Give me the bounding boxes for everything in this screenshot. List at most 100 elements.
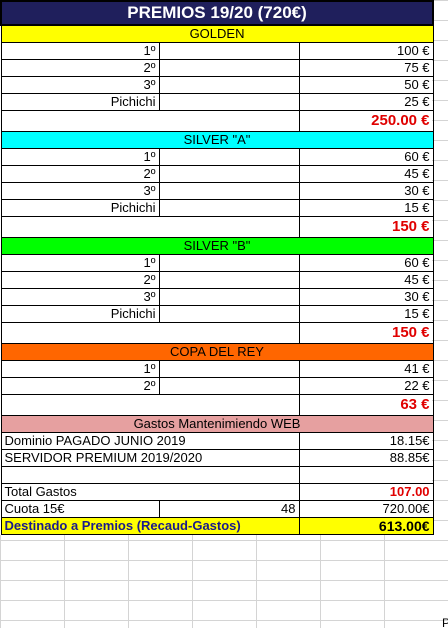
section-total-copa[interactable]: 63 € [298, 394, 434, 416]
empty-cell[interactable] [0, 466, 300, 484]
amount-cell[interactable]: 100 € [298, 42, 434, 60]
section-total-golden[interactable]: 250.00 € [298, 110, 434, 132]
cuota-label[interactable]: Cuota 15€ [0, 500, 160, 518]
place-cell[interactable]: 2º [0, 271, 160, 289]
empty-cell[interactable] [158, 42, 300, 60]
section-header-copa[interactable]: COPA DEL REY [0, 343, 434, 361]
table-row: 2º 22 € [0, 377, 434, 395]
empty-cell[interactable] [158, 148, 300, 166]
table-row: 3º 30 € [0, 288, 434, 306]
place-cell[interactable]: 1º [0, 360, 160, 378]
section-header-row: GOLDEN [0, 24, 434, 43]
section-total-row: 150 € [0, 216, 434, 238]
empty-cell[interactable] [158, 59, 300, 77]
prize-grid: PREMIOS 19/20 (720€) GOLDEN 1º 100 € 2º … [0, 0, 435, 535]
place-cell[interactable]: 3º [0, 76, 160, 94]
table-row: SERVIDOR PREMIUM 2019/2020 88.85€ [0, 449, 434, 467]
table-row: 1º 100 € [0, 42, 434, 60]
amount-cell[interactable]: 30 € [298, 288, 434, 306]
amount-cell[interactable]: 22 € [298, 377, 434, 395]
section-header-silver-b[interactable]: SILVER "B" [0, 237, 434, 255]
table-row [0, 466, 434, 484]
page-title[interactable]: PREMIOS 19/20 (720€) [0, 0, 435, 26]
empty-cell[interactable] [158, 305, 300, 323]
amount-cell[interactable]: 45 € [298, 165, 434, 183]
table-row: Pichichi 25 € [0, 93, 434, 111]
table-row: Dominio PAGADO JUNIO 2019 18.15€ [0, 432, 434, 450]
table-row: 2º 45 € [0, 165, 434, 183]
total-gastos-value[interactable]: 107.00 [298, 483, 434, 501]
table-row: 1º 60 € [0, 148, 434, 166]
empty-cell[interactable] [158, 182, 300, 200]
table-row: 3º 50 € [0, 76, 434, 94]
section-header-row: SILVER "A" [0, 131, 434, 149]
place-cell[interactable]: 2º [0, 59, 160, 77]
amount-cell[interactable]: 75 € [298, 59, 434, 77]
place-cell[interactable]: 1º [0, 254, 160, 272]
empty-cell[interactable] [158, 165, 300, 183]
section-header-gastos[interactable]: Gastos Mantenimiendo WEB [0, 415, 434, 433]
amount-cell[interactable]: 25 € [298, 93, 434, 111]
empty-cell[interactable] [158, 271, 300, 289]
empty-cell[interactable] [0, 110, 300, 132]
empty-cell[interactable] [158, 360, 300, 378]
expense-amount[interactable]: 18.15€ [298, 432, 434, 450]
final-value[interactable]: 613.00€ [298, 517, 434, 535]
prize-table: PREMIOS 19/20 (720€) GOLDEN 1º 100 € 2º … [0, 0, 435, 535]
table-row: Cuota 15€ 48 720.00€ [0, 500, 434, 518]
section-header-golden[interactable]: GOLDEN [0, 24, 434, 43]
table-row: 3º 30 € [0, 182, 434, 200]
final-row: Destinado a Premios (Recaud-Gastos) 613.… [0, 517, 434, 535]
table-row: 1º 41 € [0, 360, 434, 378]
table-row: 2º 45 € [0, 271, 434, 289]
empty-cell[interactable] [158, 93, 300, 111]
table-row: 1º 60 € [0, 254, 434, 272]
place-cell[interactable]: 3º [0, 288, 160, 306]
edge-cell-text: P [441, 616, 448, 630]
title-row: PREMIOS 19/20 (720€) [0, 0, 435, 26]
final-label[interactable]: Destinado a Premios (Recaud-Gastos) [0, 517, 300, 535]
empty-cell[interactable] [158, 76, 300, 94]
empty-cell[interactable] [158, 288, 300, 306]
cuota-count[interactable]: 48 [158, 500, 300, 518]
expense-amount[interactable]: 88.85€ [298, 449, 434, 467]
amount-cell[interactable]: 60 € [298, 254, 434, 272]
table-row: 2º 75 € [0, 59, 434, 77]
amount-cell[interactable]: 15 € [298, 199, 434, 217]
amount-cell[interactable]: 50 € [298, 76, 434, 94]
table-row: Pichichi 15 € [0, 199, 434, 217]
section-header-row: COPA DEL REY [0, 343, 434, 361]
place-cell[interactable]: 1º [0, 148, 160, 166]
section-total-silver-b[interactable]: 150 € [298, 322, 434, 344]
place-cell[interactable]: Pichichi [0, 199, 160, 217]
amount-cell[interactable]: 45 € [298, 271, 434, 289]
section-total-row: 150 € [0, 322, 434, 344]
section-total-row: 250.00 € [0, 110, 434, 132]
place-cell[interactable]: Pichichi [0, 305, 160, 323]
expense-label[interactable]: Dominio PAGADO JUNIO 2019 [0, 432, 300, 450]
empty-cell[interactable] [158, 377, 300, 395]
amount-cell[interactable]: 41 € [298, 360, 434, 378]
place-cell[interactable]: 1º [0, 42, 160, 60]
place-cell[interactable]: 3º [0, 182, 160, 200]
amount-cell[interactable]: 60 € [298, 148, 434, 166]
section-total-silver-a[interactable]: 150 € [298, 216, 434, 238]
amount-cell[interactable]: 30 € [298, 182, 434, 200]
empty-cell[interactable] [158, 199, 300, 217]
cuota-value[interactable]: 720.00€ [298, 500, 434, 518]
section-total-row: 63 € [0, 394, 434, 416]
total-gastos-label[interactable]: Total Gastos [0, 483, 300, 501]
amount-cell[interactable]: 15 € [298, 305, 434, 323]
section-header-silver-a[interactable]: SILVER "A" [0, 131, 434, 149]
empty-cell[interactable] [298, 466, 434, 484]
place-cell[interactable]: 2º [0, 377, 160, 395]
section-header-row: SILVER "B" [0, 237, 434, 255]
empty-cell[interactable] [0, 322, 300, 344]
place-cell[interactable]: Pichichi [0, 93, 160, 111]
empty-cell[interactable] [0, 394, 300, 416]
table-row: Total Gastos 107.00 [0, 483, 434, 501]
empty-cell[interactable] [158, 254, 300, 272]
place-cell[interactable]: 2º [0, 165, 160, 183]
expense-label[interactable]: SERVIDOR PREMIUM 2019/2020 [0, 449, 300, 467]
empty-cell[interactable] [0, 216, 300, 238]
